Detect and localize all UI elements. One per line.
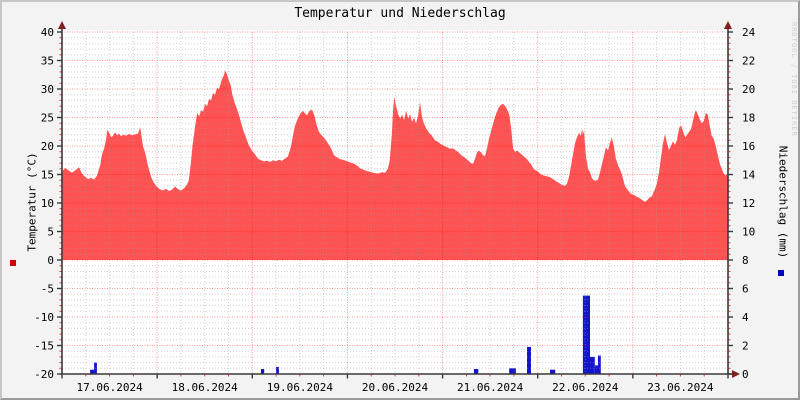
left-axis-tick-label: 40	[41, 26, 54, 39]
precipitation-bar	[261, 369, 265, 374]
axis-ticks	[57, 31, 733, 379]
right-axis-tick-label: 12	[742, 197, 755, 210]
date-label: 19.06.2024	[267, 381, 334, 394]
right-axis-tick-label: 2	[742, 340, 749, 353]
left-axis-tick-label: -20	[34, 368, 54, 381]
precipitation-bar	[509, 368, 516, 374]
left-axis-tick-label: -15	[34, 340, 54, 353]
chart-title: Temperatur und Niederschlag	[294, 6, 506, 21]
left-axis-tick-label: 30	[41, 83, 54, 96]
precipitation-bar	[94, 362, 97, 374]
axis-arrows	[58, 21, 740, 378]
left-axis-tick-label: 5	[47, 226, 54, 239]
left-axis-tick-label: -5	[41, 283, 54, 296]
precipitation-bar	[590, 356, 595, 374]
right-axis-tick-label: 8	[742, 254, 749, 267]
left-axis-tick-label: 10	[41, 197, 54, 210]
precipitation-bar	[473, 369, 479, 374]
right-axis-tick-label: 18	[742, 112, 755, 125]
precipitation-bar	[276, 366, 279, 374]
right-axis-tick-label: 14	[742, 169, 756, 182]
date-label: 18.06.2024	[172, 381, 239, 394]
left-axis-tick-label: -10	[34, 311, 54, 324]
date-label: 21.06.2024	[457, 381, 524, 394]
left-axis-tick-label: 15	[41, 169, 54, 182]
temperature-area	[62, 70, 728, 260]
precipitation-bar	[582, 295, 590, 374]
left-axis-tick-label: 25	[41, 112, 54, 125]
date-label: 20.06.2024	[362, 381, 429, 394]
left-axis-tick-label: 20	[41, 140, 54, 153]
precipitation-bar	[90, 369, 95, 374]
right-axis-tick-label: 16	[742, 140, 755, 153]
date-label: 22.06.2024	[552, 381, 619, 394]
precipitation-bar	[598, 355, 601, 374]
left-axis-tick-label: 35	[41, 55, 54, 68]
right-axis-tick-label: 22	[742, 55, 755, 68]
left-axis-tick-label: 0	[47, 254, 54, 267]
precipitation-bars	[90, 295, 601, 374]
grid-major	[61, 31, 729, 375]
grid-minor	[62, 32, 728, 374]
date-label: 17.06.2024	[76, 381, 143, 394]
temperature-legend-marker	[10, 260, 16, 266]
right-axis-tick-label: 4	[742, 311, 749, 324]
right-axis-tick-label: 10	[742, 226, 755, 239]
precipitation-bar	[550, 369, 556, 374]
axis-tick-labels: 4035302520151050-5-10-15-202422201816141…	[34, 26, 755, 394]
date-label: 23.06.2024	[647, 381, 714, 394]
right-axis-tick-label: 24	[742, 26, 756, 39]
right-axis-tick-label: 0	[742, 368, 749, 381]
precipitation-legend-marker	[778, 270, 784, 276]
right-axis-tick-label: 6	[742, 283, 749, 296]
precipitation-bar	[594, 365, 598, 374]
right-axis-tick-label: 20	[742, 83, 755, 96]
precipitation-bar	[527, 346, 531, 374]
